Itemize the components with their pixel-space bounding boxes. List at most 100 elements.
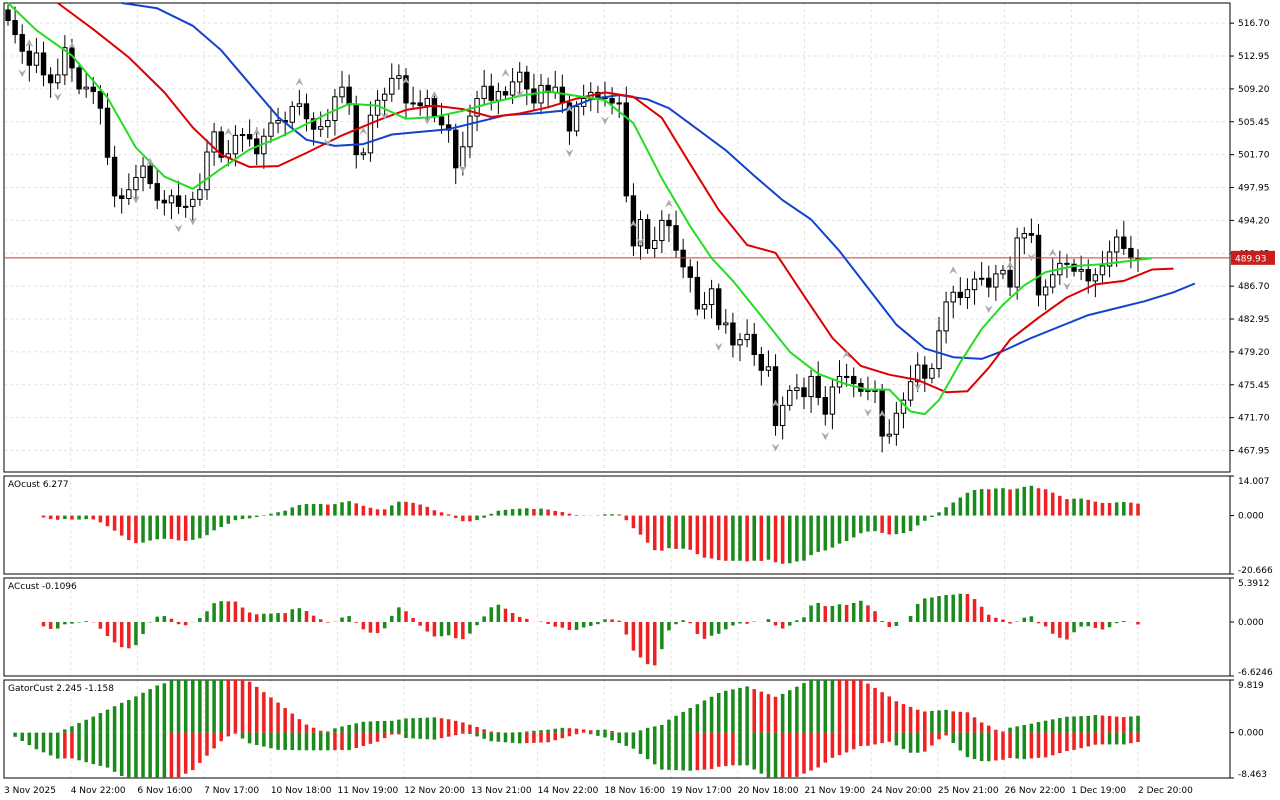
time-tick-label: 3 Nov 2025: [4, 786, 56, 796]
candle-body: [758, 354, 765, 371]
candle-body: [986, 277, 992, 288]
candle-body: [367, 114, 374, 154]
fractal-up-marker: [664, 199, 673, 208]
fractal-up-marker: [878, 410, 887, 419]
fractal-up-marker: [67, 41, 76, 50]
axes: 516.70 512.95 509.20 505.45 501.70 497.95 494.…: [4, 19, 1275, 796]
candle-body: [531, 88, 537, 104]
candle-body: [374, 99, 381, 116]
candle-body: [1106, 251, 1113, 267]
candle-body: [190, 198, 196, 207]
candle-body: [232, 134, 239, 155]
time-tick-label: 2 Dec 20:00: [1138, 786, 1193, 796]
candle-body: [40, 52, 47, 76]
pane-tick-label: -6.6246: [1238, 668, 1273, 678]
candle-body: [76, 67, 82, 90]
pane-titles: AOcust 6.277 ACcust -0.1096 GatorCust 2.24…: [8, 480, 114, 694]
candle-body: [275, 119, 281, 124]
candle-body: [673, 225, 679, 251]
candle-body: [694, 276, 701, 310]
time-tick-label: 21 Nov 19:00: [804, 786, 865, 796]
candle-body: [701, 304, 708, 310]
fractal-up-marker: [771, 399, 780, 408]
pane-tick-label: 0.000: [1238, 512, 1264, 522]
pane-tick-label: 5.3912: [1238, 579, 1270, 589]
alligator-jaw-line: [121, 2, 1196, 360]
candle-body: [1021, 233, 1027, 239]
candle-body: [381, 93, 388, 101]
candle-body: [1007, 269, 1013, 288]
fractal-down-marker: [565, 148, 574, 157]
candle-body: [737, 339, 743, 346]
price-tick-label: 479.20: [1238, 348, 1270, 358]
fractal-down-marker: [131, 195, 140, 204]
candle-body: [438, 116, 445, 126]
candle-body: [495, 91, 502, 101]
fractal-up-marker: [842, 350, 851, 359]
candle-body: [460, 146, 466, 169]
candle-body: [154, 183, 160, 201]
candle-body: [851, 375, 857, 384]
candle-body: [140, 165, 146, 178]
candle-body: [623, 102, 630, 197]
fractal-up-marker: [359, 126, 368, 135]
candle-body: [929, 368, 935, 379]
candle-body: [119, 195, 125, 199]
price-tick-label: 512.95: [1238, 52, 1270, 62]
candle-body: [467, 115, 473, 148]
candle-body: [1078, 268, 1084, 272]
fractal-down-marker: [174, 224, 183, 233]
fractal-up-marker: [252, 127, 261, 136]
fractal-up-marker: [146, 157, 155, 166]
main-pane-frame: [3, 2, 1231, 473]
price-tick-label: 471.70: [1238, 414, 1270, 424]
fractal-down-marker: [984, 305, 993, 314]
candle-body: [808, 375, 814, 398]
candle-body: [993, 273, 999, 288]
candle-body: [318, 126, 324, 130]
candle-body: [765, 366, 772, 371]
candle-body: [616, 102, 622, 105]
candle-body: [325, 119, 331, 128]
fractal-up-marker: [501, 69, 510, 78]
candle-body: [1014, 237, 1020, 288]
candle-body: [950, 291, 956, 303]
pane-tick-label: 0.000: [1238, 618, 1264, 628]
time-tick-label: 10 Nov 18:00: [271, 786, 332, 796]
candle-body: [424, 98, 431, 107]
pane-tick-label: -8.463: [1238, 770, 1267, 780]
candle-body: [1085, 268, 1091, 282]
pane-tick-label: 0.000: [1238, 729, 1264, 739]
candle-body: [566, 102, 573, 132]
fractal-down-marker: [1027, 253, 1036, 262]
candle-body: [12, 20, 18, 36]
candle-body: [815, 375, 821, 398]
price-tick-label: 505.45: [1238, 118, 1270, 128]
candle-body: [865, 389, 871, 392]
fractal-up-marker: [401, 76, 410, 85]
pane-tick-label: -20.666: [1238, 566, 1273, 576]
candle-body: [55, 74, 61, 84]
candle-body: [126, 189, 132, 199]
price-tick-label: 494.20: [1238, 216, 1270, 226]
fractal-down-marker: [380, 112, 389, 121]
candle-body: [573, 105, 580, 132]
fractal-down-marker: [714, 342, 723, 351]
time-tick-label: 4 Nov 22:00: [71, 786, 126, 796]
candle-body: [751, 333, 757, 356]
alligator-lips-line: [7, 2, 1153, 416]
fractal-down-marker: [771, 443, 780, 452]
candle-body: [346, 86, 352, 106]
candle-body: [246, 133, 253, 140]
price-tick-label: 486.70: [1238, 282, 1270, 292]
candle-body: [33, 52, 40, 66]
candle-body: [524, 71, 530, 90]
candle-body: [971, 278, 978, 291]
candle-body: [161, 199, 168, 204]
candle-body: [822, 396, 828, 415]
time-tick-label: 26 Nov 22:00: [1005, 786, 1066, 796]
candle-body: [666, 219, 672, 227]
candle-body: [1099, 265, 1106, 276]
candle-body: [801, 387, 807, 398]
candle-body: [787, 389, 793, 406]
